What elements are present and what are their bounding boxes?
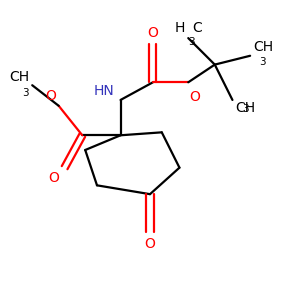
Text: O: O xyxy=(190,90,201,104)
Text: O: O xyxy=(148,26,158,40)
Text: CH: CH xyxy=(236,101,256,116)
Text: HN: HN xyxy=(94,85,115,98)
Text: C: C xyxy=(193,21,202,35)
Text: CH: CH xyxy=(9,70,29,84)
Text: 3: 3 xyxy=(260,57,266,67)
Text: 3: 3 xyxy=(188,37,195,46)
Text: O: O xyxy=(48,171,59,184)
Text: H: H xyxy=(175,21,185,35)
Text: O: O xyxy=(145,237,155,251)
Text: 3: 3 xyxy=(242,104,248,114)
Text: O: O xyxy=(45,89,56,103)
Text: 3: 3 xyxy=(23,88,29,98)
Text: CH: CH xyxy=(253,40,273,54)
